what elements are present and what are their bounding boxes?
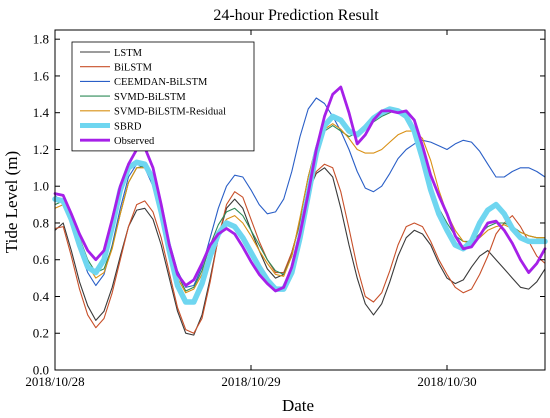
legend-label-0: LSTM xyxy=(114,48,143,59)
legend-label-5: SBRD xyxy=(114,121,142,132)
legend: LSTM BiLSTM CEEMDAN-BiLSTM SVMD-BiLSTM SVMD-… xyxy=(71,41,255,152)
y-tick-label: 1.2 xyxy=(33,142,49,157)
y-tick-label: 1.6 xyxy=(33,68,50,83)
y-tick-label: 1.0 xyxy=(33,179,49,194)
legend-label-6: Observed xyxy=(114,136,155,147)
axes-layer: 0.0 0.2 0.4 0.6 0.8 1.0 1.2 1.4 1.6 1.8 2018/10/28… xyxy=(25,29,546,389)
chart-title: 24-hour Prediction Result xyxy=(213,7,379,24)
y-axis-title: Tide Level (m) xyxy=(2,151,21,253)
legend-label-4: SVMD-BiLSTM-Residual xyxy=(114,107,226,118)
y-tick-label: 0.8 xyxy=(33,215,49,230)
legend-label-3: SVMD-BiLSTM xyxy=(114,92,186,103)
y-tick-label: 1.4 xyxy=(33,105,50,120)
y-tick-label: 0.0 xyxy=(33,363,49,378)
legend-label-1: BiLSTM xyxy=(114,63,153,74)
legend-label-2: CEEMDAN-BiLSTM xyxy=(114,77,208,88)
series-line-4 xyxy=(54,123,546,294)
x-tick-label: 2018/10/30 xyxy=(417,374,476,389)
y-tick-label: 0.4 xyxy=(33,289,50,304)
x-tick-label: 2018/10/29 xyxy=(221,374,280,389)
x-axis-title: Date xyxy=(282,396,314,415)
series-line-1 xyxy=(54,163,546,334)
series-line-0 xyxy=(54,167,546,336)
x-tick-label: 2018/10/28 xyxy=(25,374,84,389)
plot-frame xyxy=(54,29,546,371)
y-tick-label: 0.2 xyxy=(33,326,49,341)
y-tick-label: 0.6 xyxy=(33,252,50,267)
y-tick-label: 1.8 xyxy=(33,32,49,47)
